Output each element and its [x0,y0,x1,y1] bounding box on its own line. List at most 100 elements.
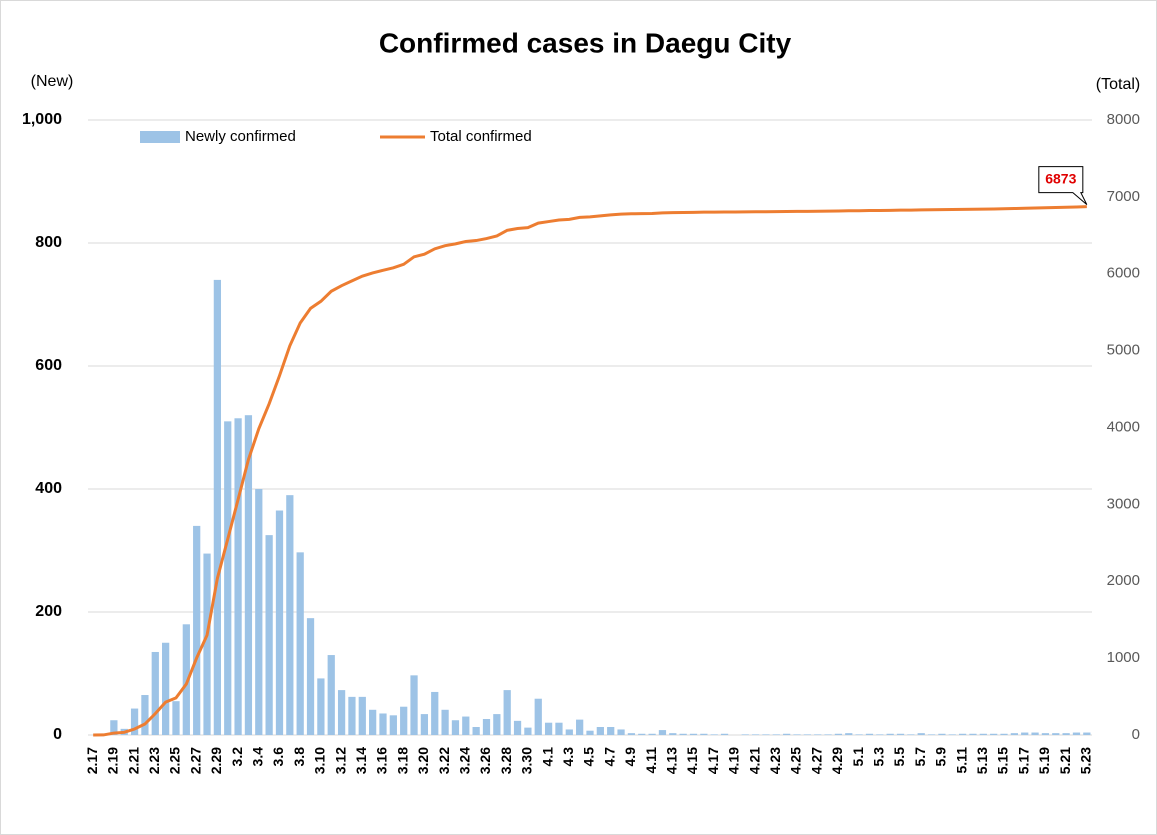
bar [1052,733,1060,735]
x-tick-label: 5.21 [1057,747,1073,774]
x-tick-label: 5.19 [1036,747,1052,774]
bar [1062,733,1070,735]
x-tick-label: 4.27 [808,747,824,774]
x-tick-label: 4.19 [726,747,742,774]
y2-tick-label: 4000 [1107,418,1140,435]
bar [886,733,894,735]
bar [617,729,625,735]
bar [482,719,491,735]
legend-label: Newly confirmed [185,128,296,145]
y-tick-label: 0 [53,726,62,743]
x-tick-label: 3.22 [436,747,452,774]
bar [534,698,542,735]
bar [524,727,532,735]
x-tick-label: 3.30 [519,747,535,774]
x-tick-label: 2.27 [187,747,203,774]
legend-label: Total confirmed [430,128,532,145]
bar [927,734,936,735]
x-tick-label: 5.11 [953,747,969,774]
x-tick-label: 3.6 [270,747,286,767]
bar [1083,732,1091,735]
bar [679,733,687,735]
y2-tick-label: 8000 [1107,111,1140,128]
x-tick-label: 4.9 [622,747,638,767]
bar [720,733,729,735]
x-tick-label: 4.11 [643,747,659,774]
y2-tick-label: 3000 [1107,495,1140,512]
chart-title: Confirmed cases in Daegu City [379,27,792,58]
bar [513,720,522,735]
x-tick-label: 3.8 [291,747,307,767]
x-tick-label: 5.7 [912,747,928,767]
bar [1000,733,1008,735]
x-tick-label: 3.4 [249,747,265,767]
bar [275,510,284,735]
bar [410,675,418,735]
bar [658,730,667,735]
bar [876,734,884,735]
bar [151,651,159,735]
bar [751,734,760,735]
x-tick-label: 5.23 [1078,747,1094,774]
bar [400,706,408,735]
bar [845,733,853,735]
x-tick-label: 2.19 [105,747,121,774]
bar [824,734,832,735]
x-tick-label: 3.28 [498,747,514,774]
bar [327,655,335,735]
x-tick-label: 4.3 [560,747,576,767]
y2-tick-label: 1000 [1107,649,1140,666]
x-tick-label: 3.18 [394,747,410,774]
bar [503,690,511,735]
bar [990,733,998,735]
x-tick-label: 3.16 [374,747,390,774]
x-tick-label: 4.17 [705,747,721,774]
bar [317,678,325,735]
bar [576,719,584,735]
bar [286,495,294,735]
x-tick-label: 4.25 [788,747,804,774]
bar [855,734,863,735]
bar [1072,732,1081,735]
y-tick-label: 600 [35,357,62,374]
x-tick-label: 4.23 [767,747,783,774]
x-tick-label: 2.21 [125,747,141,774]
x-tick-label: 3.20 [415,747,431,774]
bar [213,279,222,735]
x-tick-label: 5.13 [974,747,990,774]
bar [389,715,397,735]
bar [969,733,977,735]
bar [917,733,925,735]
x-tick-label: 3.10 [312,747,328,774]
bar [306,618,315,735]
y2-tick-label: 6000 [1107,265,1140,282]
bar [834,733,843,735]
y-tick-label: 800 [35,234,62,251]
bar [555,722,563,735]
bar [110,720,118,735]
bar [648,733,656,735]
x-tick-label: 2.23 [146,747,162,774]
bar [958,733,967,735]
bar [369,709,377,735]
x-tick-label: 3.26 [477,747,493,774]
bar [255,489,263,735]
bar [700,733,708,735]
bar [689,733,698,735]
bar [296,552,304,735]
x-tick-label: 4.29 [829,747,845,774]
y2-tick-label: 7000 [1107,188,1140,205]
bar [762,734,770,735]
bar [596,727,604,735]
bar [234,418,242,735]
x-tick-label: 2.25 [167,747,183,774]
bar [379,713,387,735]
bar [907,734,915,735]
x-tick-label: 3.14 [353,747,369,774]
x-tick-label: 4.13 [664,747,680,774]
bar [141,695,149,735]
line [93,205,1087,737]
bar [803,734,811,735]
y-axis-label: (New) [31,73,74,90]
